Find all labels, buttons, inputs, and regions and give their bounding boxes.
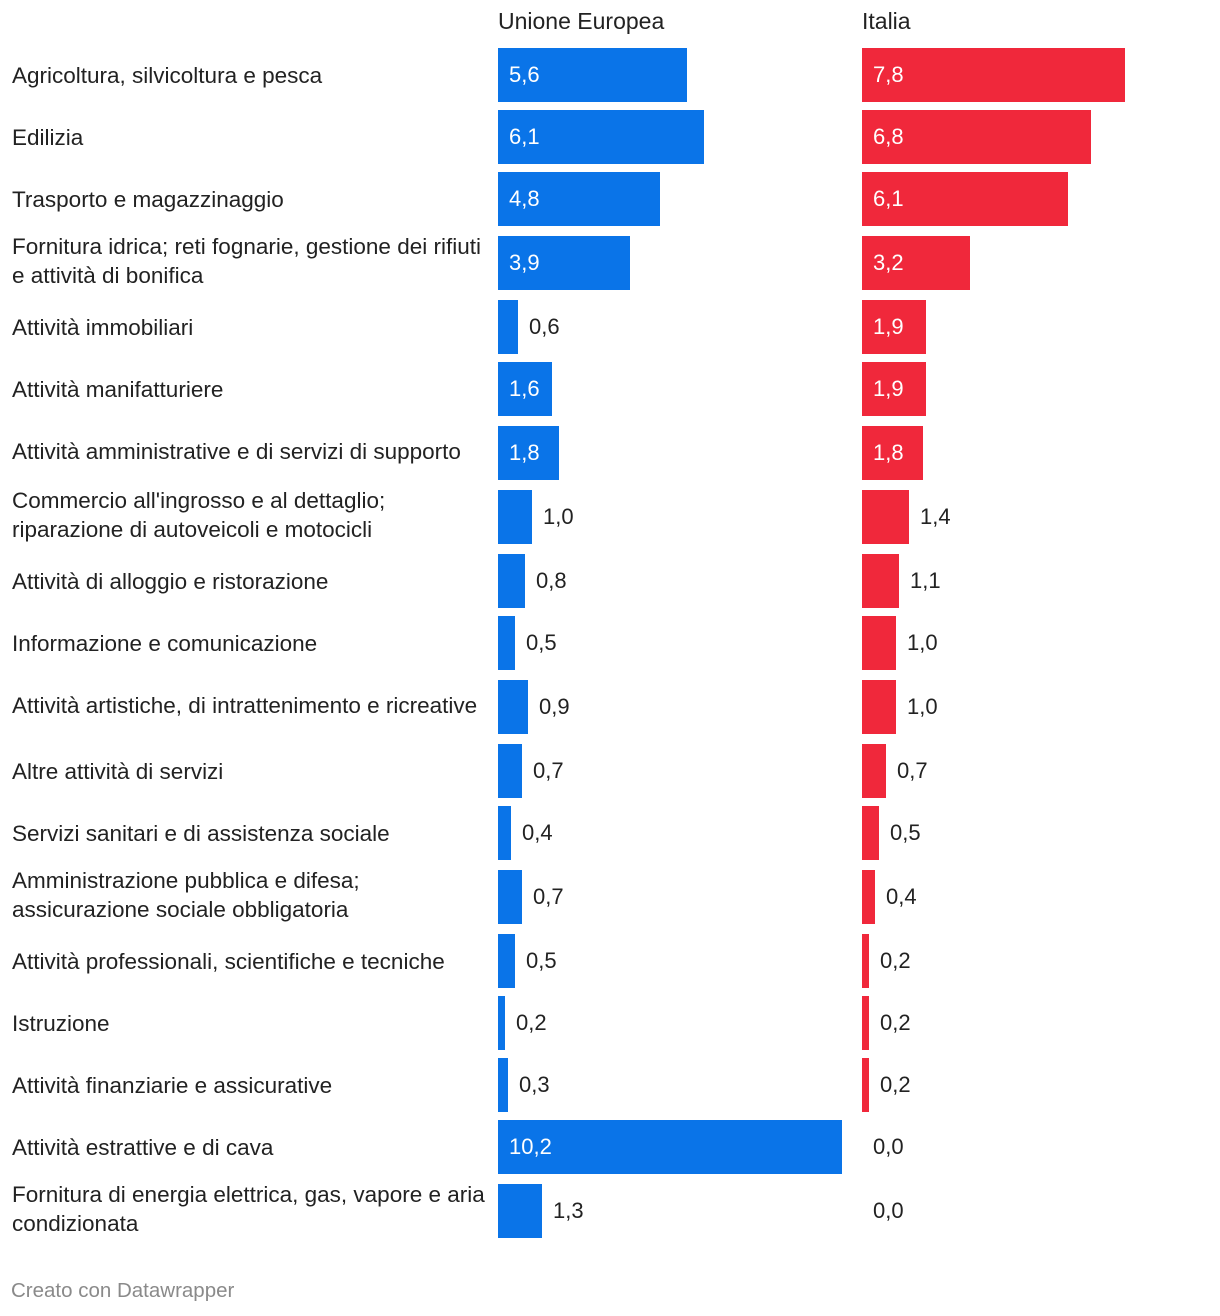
data-label: 3,9 xyxy=(509,250,540,275)
data-label: 1,0 xyxy=(907,694,938,719)
bar-italia xyxy=(862,554,899,608)
bar-italia xyxy=(862,1058,869,1112)
data-label: 6,1 xyxy=(509,124,540,149)
data-label: 0,5 xyxy=(890,820,921,845)
data-label: 1,8 xyxy=(873,440,904,465)
data-label: 0,9 xyxy=(539,694,570,719)
data-label: 0,7 xyxy=(533,884,564,909)
data-label: 0,8 xyxy=(536,568,567,593)
data-label: 0,2 xyxy=(880,948,911,973)
bar-ue xyxy=(498,110,704,164)
data-label: 0,7 xyxy=(897,758,928,783)
bar-ue xyxy=(498,996,505,1050)
data-label: 1,0 xyxy=(907,630,938,655)
data-label: 1,0 xyxy=(543,504,574,529)
data-label: 0,5 xyxy=(526,948,557,973)
bar-italia xyxy=(862,300,926,354)
bar-italia xyxy=(862,616,896,670)
category-label: Trasporto e magazzinaggio xyxy=(12,186,284,212)
bar-italia xyxy=(862,680,896,734)
data-label: 1,9 xyxy=(873,314,904,339)
data-label: 5,6 xyxy=(509,62,540,87)
category-label: Commercio all'ingrosso e al dettaglio; r… xyxy=(12,488,386,542)
bar-ue xyxy=(498,490,532,544)
bar-italia xyxy=(862,362,926,416)
category-label: Attività professionali, scientifiche e t… xyxy=(12,948,445,974)
data-label: 0,4 xyxy=(522,820,553,845)
data-label: 0,2 xyxy=(516,1010,547,1035)
bar-ue xyxy=(498,870,522,924)
category-label: Attività immobiliari xyxy=(12,314,194,340)
category-label: Attività manifatturiere xyxy=(12,376,224,402)
data-label: 0,5 xyxy=(526,630,557,655)
series-header-ue: Unione Europea xyxy=(498,8,665,34)
bar-ue xyxy=(498,616,515,670)
data-label: 1,6 xyxy=(509,376,540,401)
data-label: 0,6 xyxy=(529,314,560,339)
category-label: Attività artistiche, di intrattenimento … xyxy=(12,692,478,718)
category-label: Attività finanziarie e assicurative xyxy=(12,1072,333,1098)
category-label: Altre attività di servizi xyxy=(12,758,224,784)
bar-italia xyxy=(862,744,886,798)
bar-ue xyxy=(498,934,515,988)
bar-ue xyxy=(498,362,552,416)
data-label: 6,1 xyxy=(873,186,904,211)
data-label: 0,4 xyxy=(886,884,917,909)
data-label: 3,2 xyxy=(873,250,904,275)
bar-italia xyxy=(862,236,970,290)
bar-italia xyxy=(862,110,1091,164)
data-label: 1,4 xyxy=(920,504,951,529)
category-label: Servizi sanitari e di assistenza sociale xyxy=(12,820,390,846)
data-label: 1,8 xyxy=(509,440,540,465)
data-label: 1,3 xyxy=(553,1198,584,1223)
bar-italia xyxy=(862,490,909,544)
datawrapper-credit[interactable]: Creato con Datawrapper xyxy=(11,1279,235,1302)
data-label: 1,9 xyxy=(873,376,904,401)
data-label: 1,1 xyxy=(910,568,941,593)
data-label: 0,3 xyxy=(519,1072,550,1097)
category-label: Attività di alloggio e ristorazione xyxy=(12,568,329,594)
category-label: Amministrazione pubblica e difesa; assic… xyxy=(12,868,360,922)
category-label: Agricoltura, silvicoltura e pesca xyxy=(12,62,323,88)
bar-ue xyxy=(498,680,528,734)
bar-ue xyxy=(498,172,660,226)
bar-italia xyxy=(862,172,1068,226)
bar-ue xyxy=(498,806,511,860)
bar-ue xyxy=(498,1120,842,1174)
data-label: 0,2 xyxy=(880,1072,911,1097)
category-label: Fornitura di energia elettrica, gas, vap… xyxy=(12,1182,485,1236)
category-label: Edilizia xyxy=(12,124,84,150)
bar-ue xyxy=(498,1058,508,1112)
data-label: 0,7 xyxy=(533,758,564,783)
bar-ue xyxy=(498,1184,542,1238)
data-label: 10,2 xyxy=(509,1134,552,1159)
bar-ue xyxy=(498,48,687,102)
bar-ue xyxy=(498,554,525,608)
chart-area: Unione Europea Italia Agricoltura, silvico… xyxy=(12,8,1125,1238)
bar-ue xyxy=(498,300,518,354)
data-label: 7,8 xyxy=(873,62,904,87)
category-label: Informazione e comunicazione xyxy=(12,630,318,656)
bar-italia xyxy=(862,426,923,480)
data-label: 0,0 xyxy=(873,1134,904,1159)
bar-italia xyxy=(862,996,869,1050)
bar-italia xyxy=(862,48,1125,102)
data-label: 0,0 xyxy=(873,1198,904,1223)
data-label: 6,8 xyxy=(873,124,904,149)
data-label: 4,8 xyxy=(509,186,540,211)
category-label: Attività amministrative e di servizi di … xyxy=(12,438,461,464)
bar-ue xyxy=(498,426,559,480)
bar-italia xyxy=(862,806,879,860)
category-label: Istruzione xyxy=(12,1010,110,1036)
bar-italia xyxy=(862,934,869,988)
bar-ue xyxy=(498,236,630,290)
series-header-italia: Italia xyxy=(862,8,911,34)
data-label: 0,2 xyxy=(880,1010,911,1035)
bar-italia xyxy=(862,870,875,924)
category-label: Attività estrattive e di cava xyxy=(12,1134,274,1160)
bar-ue xyxy=(498,744,522,798)
category-label: Fornitura idrica; reti fognarie, gestion… xyxy=(12,234,481,288)
